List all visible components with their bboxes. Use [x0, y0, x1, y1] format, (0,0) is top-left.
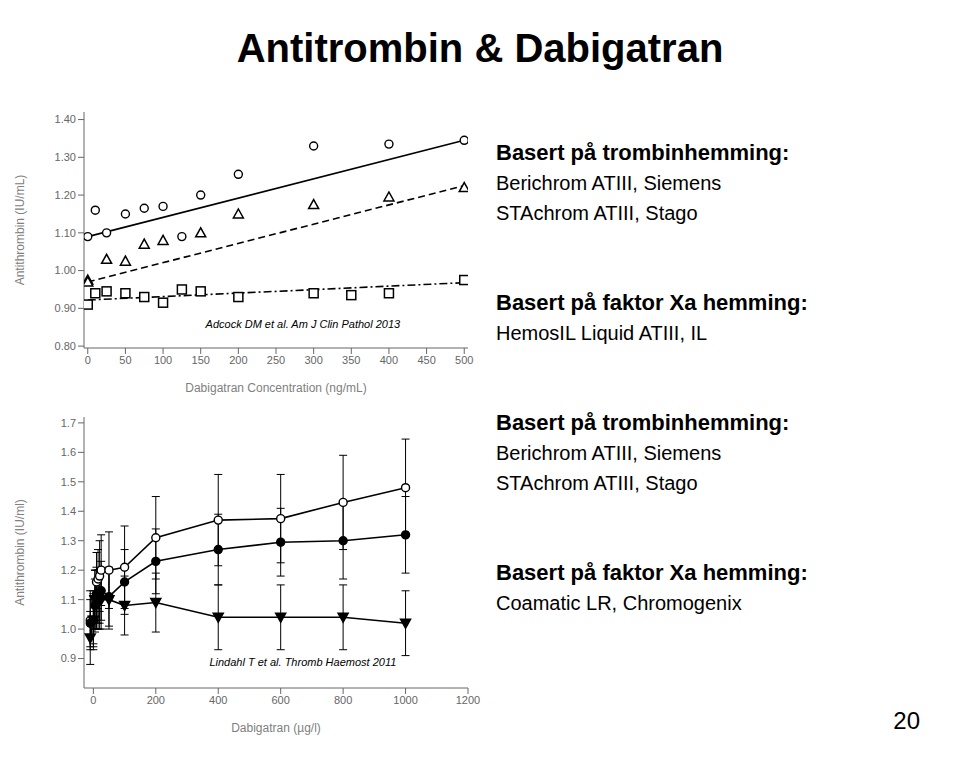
svg-text:1.2: 1.2: [61, 564, 76, 576]
svg-text:1.0: 1.0: [61, 623, 76, 635]
svg-text:1.3: 1.3: [61, 535, 76, 547]
html-text:Basert på faktor Xa hemming:: Basert på faktor Xa hemming:: [496, 290, 808, 315]
svg-text:0: 0: [90, 694, 96, 706]
svg-text:450: 450: [417, 354, 435, 366]
svg-text:0.9: 0.9: [61, 652, 76, 664]
svg-text:1.40: 1.40: [55, 113, 76, 125]
html-text:Berichrom ATIII, Siemens: Berichrom ATIII, Siemens: [496, 172, 722, 194]
svg-text:0.80: 0.80: [55, 340, 76, 352]
svg-text:1.6: 1.6: [61, 446, 76, 458]
svg-text:1.1: 1.1: [61, 594, 76, 606]
svg-text:1.20: 1.20: [55, 189, 76, 201]
html-text:20: 20: [893, 707, 920, 734]
svg-text:600: 600: [272, 694, 290, 706]
svg-text:1.4: 1.4: [61, 505, 76, 517]
html-text:Lindahl T et al. Thromb Haemos: Lindahl T et al. Thromb Haemost 2011: [209, 655, 397, 668]
html-text:STAchrom ATIII, Stago: STAchrom ATIII, Stago: [496, 202, 698, 224]
svg-text:400: 400: [380, 354, 398, 366]
svg-text:1.10: 1.10: [55, 227, 76, 239]
html-text:Adcock DM et al. Am J Clin Pat: Adcock DM et al. Am J Clin Pathol 2013: [205, 317, 401, 330]
svg-text:1.5: 1.5: [61, 476, 76, 488]
svg-text:350: 350: [342, 354, 360, 366]
svg-text:200: 200: [147, 694, 165, 706]
html-text:STAchrom ATIII, Stago: STAchrom ATIII, Stago: [496, 472, 698, 494]
svg-text:200: 200: [229, 354, 247, 366]
html-text:HemosIL Liquid ATIII, IL: HemosIL Liquid ATIII, IL: [496, 322, 708, 344]
svg-text:Antithrombin (IU/ml): Antithrombin (IU/ml): [13, 499, 27, 606]
svg-text:1000: 1000: [393, 694, 417, 706]
svg-text:1.30: 1.30: [55, 151, 76, 163]
svg-text:100: 100: [154, 354, 172, 366]
svg-text:1200: 1200: [456, 694, 480, 706]
svg-text:800: 800: [334, 694, 352, 706]
svg-text:400: 400: [209, 694, 227, 706]
svg-text:0.90: 0.90: [55, 302, 76, 314]
html-text:Berichrom ATIII, Siemens: Berichrom ATIII, Siemens: [496, 442, 722, 464]
svg-text:Antithrombin (IU/mL): Antithrombin (IU/mL): [13, 175, 27, 286]
html-text:Basert på trombinhemming:: Basert på trombinhemming:: [496, 410, 790, 435]
svg-text:Dabigatran Concentration (ng/m: Dabigatran Concentration (ng/mL): [185, 381, 366, 395]
svg-text:1.00: 1.00: [55, 264, 76, 276]
html-text:Basert på faktor Xa hemming:: Basert på faktor Xa hemming:: [496, 560, 808, 585]
html-text:Coamatic LR, Chromogenix: Coamatic LR, Chromogenix: [496, 592, 742, 614]
svg-text:500: 500: [455, 354, 473, 366]
svg-text:300: 300: [304, 354, 322, 366]
svg-text:150: 150: [192, 354, 210, 366]
svg-text:1.7: 1.7: [61, 417, 76, 429]
svg-text:Dabigatran (µg/l): Dabigatran (µg/l): [231, 721, 321, 735]
svg-text:0: 0: [85, 354, 91, 366]
svg-text:250: 250: [267, 354, 285, 366]
html-text:Basert på trombinhemming:: Basert på trombinhemming:: [496, 140, 790, 165]
svg-text:50: 50: [119, 354, 131, 366]
html-text:Antitrombin & Dabigatran: Antitrombin & Dabigatran: [236, 25, 724, 70]
